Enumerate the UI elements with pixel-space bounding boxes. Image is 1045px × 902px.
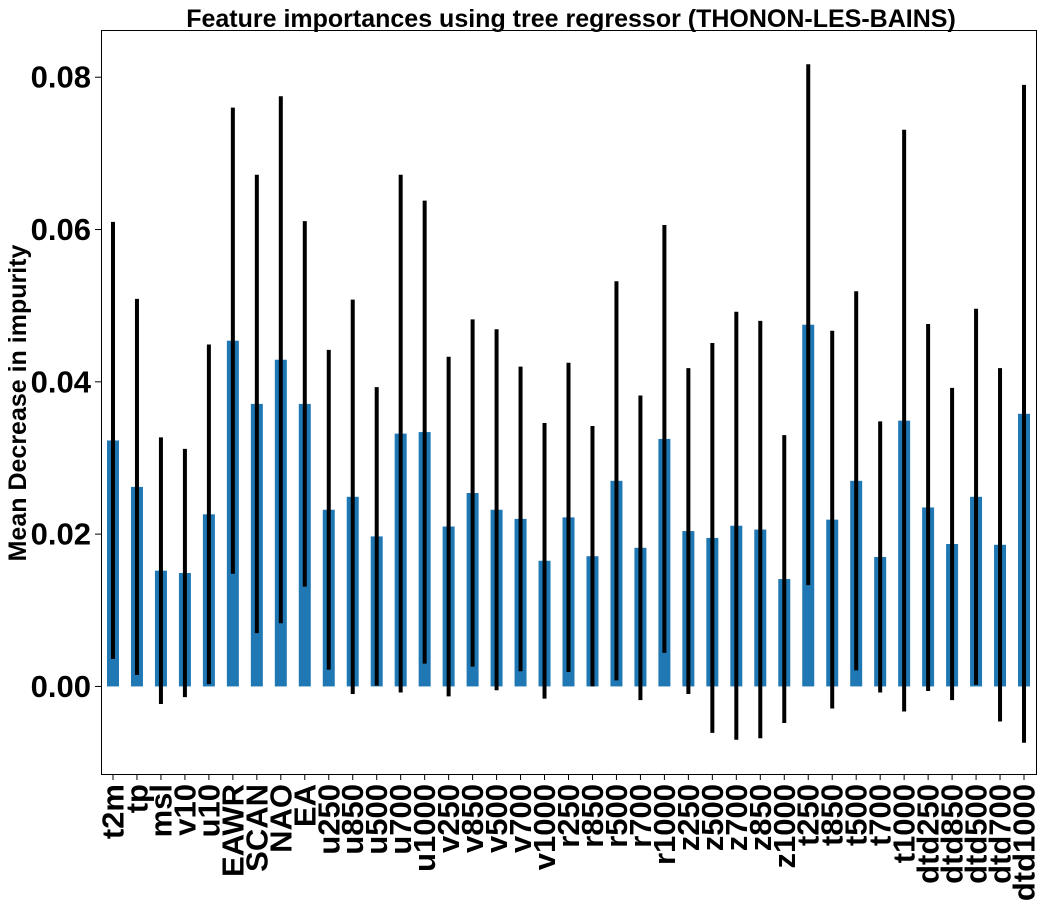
x-tick-label: t850 xyxy=(815,784,850,846)
error-bars-group xyxy=(110,64,1027,743)
y-tick-label: 0.08 xyxy=(31,60,91,95)
x-tick-label: u250 xyxy=(311,784,346,855)
x-tick-label: r850 xyxy=(575,784,610,848)
x-tick-label: u850 xyxy=(335,784,370,855)
x-tick-label: dtd1000 xyxy=(1007,784,1042,901)
x-tick-label: v500 xyxy=(479,784,514,853)
x-tick-label: t2m xyxy=(95,784,130,839)
x-tick-label: EA xyxy=(287,784,322,827)
x-tick-label: NAO xyxy=(263,784,298,853)
x-tick-label: z700 xyxy=(719,784,754,851)
chart-title: Feature importances using tree regressor… xyxy=(186,5,956,33)
y-axis-ticks: 0.00 0.02 0.04 0.06 0.08 xyxy=(31,60,101,704)
x-tick-label: dtd850 xyxy=(935,784,970,884)
x-tick-label: EAWR xyxy=(215,784,250,877)
y-axis-label: Mean Decrease in impurity xyxy=(4,245,32,562)
x-tick-label: t250 xyxy=(791,784,826,846)
x-tick-label: u10 xyxy=(191,784,226,837)
x-tick-label: u500 xyxy=(359,784,394,855)
x-tick-label: t700 xyxy=(863,784,898,846)
x-tick-label: r700 xyxy=(623,784,658,848)
x-tick-label: u1000 xyxy=(407,784,442,872)
x-tick-label: v700 xyxy=(503,784,538,853)
x-tick-label: z250 xyxy=(671,784,706,851)
x-tick-label: dtd250 xyxy=(911,784,946,884)
x-tick-label: z850 xyxy=(743,784,778,851)
x-tick-label: z500 xyxy=(695,784,730,851)
x-tick-label: r1000 xyxy=(647,784,682,865)
x-tick-label: t500 xyxy=(839,784,874,846)
x-axis-ticks: t2mtpmslv10u10EAWRSCANNAOEAu250u850u500u… xyxy=(95,774,1042,901)
x-tick-label: v250 xyxy=(431,784,466,853)
x-tick-label: z1000 xyxy=(767,784,802,868)
x-tick-label: t1000 xyxy=(887,784,922,863)
x-tick-label: SCAN xyxy=(239,784,274,872)
x-tick-label: dtd700 xyxy=(983,784,1018,884)
y-tick-label: 0.06 xyxy=(31,212,91,247)
x-tick-label: u700 xyxy=(383,784,418,855)
x-tick-label: r500 xyxy=(599,784,634,848)
x-tick-label: v10 xyxy=(167,784,202,836)
y-tick-label: 0.00 xyxy=(31,669,91,704)
y-tick-label: 0.04 xyxy=(31,364,92,399)
x-tick-label: v850 xyxy=(455,784,490,853)
x-tick-label: msl xyxy=(143,784,178,837)
y-tick-label: 0.02 xyxy=(31,517,91,552)
x-tick-label: tp xyxy=(119,784,154,813)
x-tick-label: dtd500 xyxy=(959,784,994,884)
x-tick-label: r250 xyxy=(551,784,586,848)
x-tick-label: v1000 xyxy=(527,784,562,870)
